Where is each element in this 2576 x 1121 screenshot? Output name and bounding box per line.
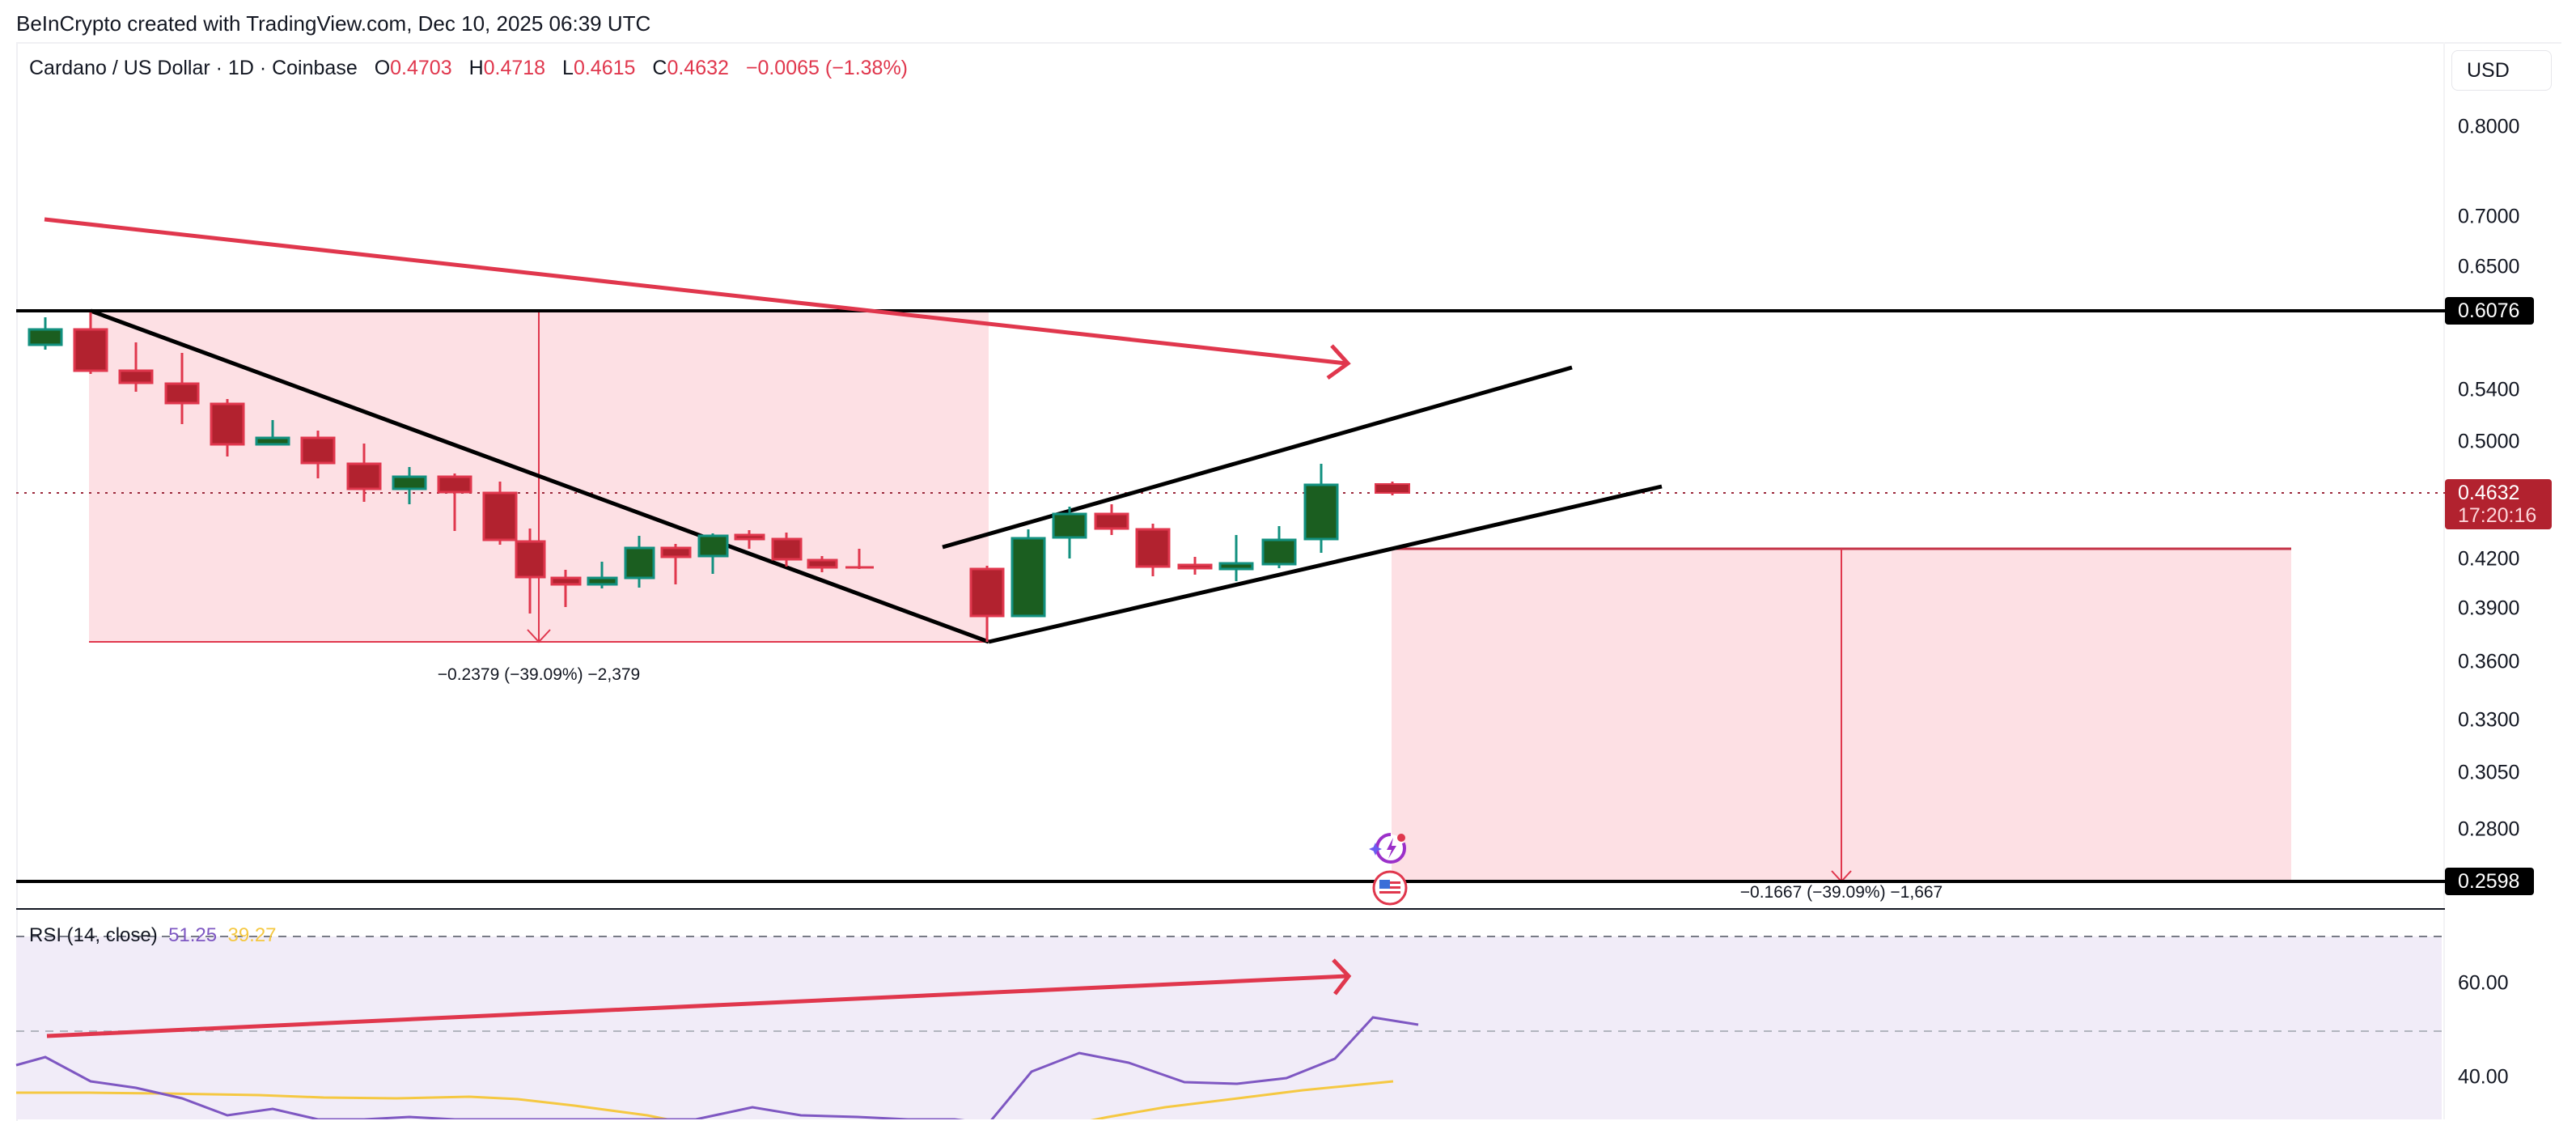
- low-label: L: [562, 57, 574, 79]
- rsi-title: RSI (14, close): [29, 924, 158, 946]
- high-value: 0.4718: [483, 57, 546, 79]
- price-axis-label: 0.5000: [2458, 430, 2520, 453]
- price-axis-label: 0.3050: [2458, 761, 2520, 784]
- price-axis-label: 0.3300: [2458, 708, 2520, 732]
- chart-frame: [16, 42, 2561, 1121]
- price-axis-separator: [2443, 42, 2445, 1119]
- attribution-text: BeInCrypto created with TradingView.com,…: [16, 11, 651, 36]
- close-label: C: [652, 57, 667, 79]
- rsi-axis-label: 40.00: [2458, 1065, 2509, 1089]
- rsi-legend[interactable]: RSI (14, close) 51.25 39.27: [29, 924, 277, 947]
- price-axis-label: 0.5400: [2458, 378, 2520, 401]
- last-price-value: 0.4632: [2458, 482, 2520, 504]
- price-axis-label: 0.2800: [2458, 817, 2520, 841]
- price-axis-label: 0.4200: [2458, 547, 2520, 571]
- rsi-value: 51.25: [168, 924, 218, 946]
- change-value: −0.0065 (−1.38%): [745, 57, 909, 79]
- rsi-band: [16, 936, 2442, 1119]
- symbol-title: Cardano / US Dollar · 1D · Coinbase: [29, 57, 358, 79]
- us-flag-event-icon[interactable]: [1372, 870, 1408, 910]
- symbol-legend[interactable]: Cardano / US Dollar · 1D · Coinbase O0.4…: [29, 57, 908, 80]
- rsi-ma-line: [16, 1080, 1394, 1119]
- measure-label-1: −0.2379 (−39.09%) −2,379: [437, 665, 641, 684]
- open-label: O: [374, 57, 391, 79]
- support-price-tag[interactable]: 0.2598: [2445, 868, 2534, 895]
- price-axis-label: 0.7000: [2458, 205, 2520, 228]
- bar-countdown: 17:20:16: [2458, 504, 2537, 527]
- open-value: 0.4703: [390, 57, 452, 79]
- price-axis-label: 0.6500: [2458, 255, 2520, 278]
- rsi-line: [15, 1016, 1419, 1119]
- channel-upper-line[interactable]: [942, 365, 1573, 550]
- price-trend-arrow[interactable]: [44, 217, 1351, 380]
- rsi-axis-label: 60.00: [2458, 971, 2509, 995]
- channel-lower-line[interactable]: [988, 484, 1663, 644]
- rsi-trend-arrow[interactable]: [46, 958, 1352, 1038]
- last-price-tag: 0.4632 17:20:16: [2445, 479, 2552, 529]
- ai-spark-icon[interactable]: [1369, 830, 1409, 874]
- close-value: 0.4632: [667, 57, 729, 79]
- high-label: H: [468, 57, 484, 79]
- descending-trendline[interactable]: [90, 308, 989, 644]
- measure-label-2: −0.1667 (−39.09%) −1,667: [1739, 883, 1943, 902]
- price-axis-label: 0.8000: [2458, 115, 2520, 138]
- candles: [28, 312, 1410, 642]
- resistance-price-tag[interactable]: 0.6076: [2445, 297, 2534, 325]
- low-value: 0.4615: [573, 57, 636, 79]
- price-axis-label: 0.3900: [2458, 597, 2520, 620]
- rsi-ma-value: 39.27: [227, 924, 277, 946]
- price-axis-label: 0.3600: [2458, 650, 2520, 673]
- currency-button[interactable]: USD: [2451, 50, 2552, 91]
